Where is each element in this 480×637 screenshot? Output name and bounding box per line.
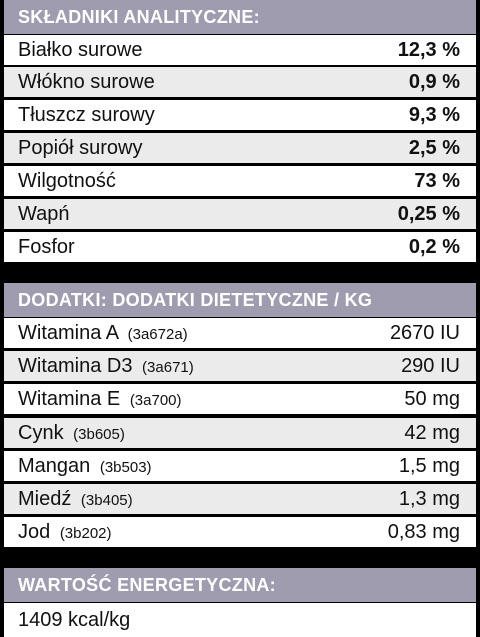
row-value: 50 mg: [404, 387, 460, 410]
row-value: 73 %: [414, 169, 460, 192]
row-value: 12,3 %: [397, 38, 460, 61]
row-value: 0,25 %: [397, 202, 460, 225]
row-value: 1,3 mg: [398, 487, 460, 510]
row-value: 2,5 %: [408, 136, 460, 159]
row-code: (3a671): [142, 358, 194, 376]
table-row: Tłuszcz surowy 9,3 %: [4, 100, 476, 130]
table-row: Jod (3b202) 0,83 mg: [4, 517, 476, 547]
row-code: (3b605): [73, 425, 125, 443]
table-row: Witamina D3 (3a671) 290 IU: [4, 351, 476, 381]
row-code: (3a700): [129, 391, 182, 409]
row-name: Jod: [18, 520, 51, 543]
energy-header: WARTOŚĆ ENERGETYCZNA:: [4, 568, 476, 602]
row-name: Miedź: [18, 487, 72, 510]
row-name: Wapń: [18, 202, 70, 225]
row-code: (3a672a): [127, 325, 188, 343]
table-row: Witamina A (3a672a) 2670 IU: [4, 318, 476, 348]
row-name: Witamina E: [18, 387, 121, 410]
row-value: 42 mg: [404, 421, 460, 444]
table-row: Białko surowe 12,3 %: [4, 35, 476, 65]
row-name-group: Mangan (3b503): [18, 455, 152, 478]
table-row: Wapń 0,25 %: [4, 199, 476, 229]
row-name: Witamina D3: [18, 354, 133, 377]
row-name: Włókno surowe: [18, 70, 155, 93]
row-name: Cynk: [18, 421, 64, 444]
row-value: 9,3 %: [408, 103, 460, 126]
row-name-group: Cynk (3b605): [18, 422, 125, 445]
row-name: Wilgotność: [18, 169, 116, 192]
row-name: Mangan: [18, 454, 91, 477]
row-value: 0,83 mg: [387, 520, 460, 543]
table-row: Witamina E (3a700) 50 mg: [4, 384, 476, 414]
row-name-group: Miedź (3b405): [18, 488, 133, 511]
row-value: 0,2 %: [408, 235, 460, 258]
table-row: Mangan (3b503) 1,5 mg: [4, 451, 476, 481]
energy-value: 1409 kcal/kg: [4, 603, 476, 637]
additives-header: DODATKI: DODATKI DIETETYCZNE / KG: [4, 283, 476, 317]
row-name: Fosfor: [18, 235, 75, 258]
row-name: Tłuszcz surowy: [18, 103, 155, 126]
row-value: 1,5 mg: [398, 454, 460, 477]
row-name: Białko surowe: [18, 38, 143, 61]
row-name: Witamina A: [18, 321, 119, 344]
row-value: 0,9 %: [408, 70, 460, 93]
row-value: 290 IU: [401, 354, 460, 377]
table-row: Cynk (3b605) 42 mg: [4, 418, 476, 448]
table-row: Miedź (3b405) 1,3 mg: [4, 484, 476, 514]
table-row: Popiół surowy 2,5 %: [4, 133, 476, 163]
row-name-group: Witamina E (3a700): [18, 388, 182, 411]
row-name-group: Jod (3b202): [18, 521, 112, 544]
row-name-group: Witamina A (3a672a): [18, 322, 188, 345]
row-code: (3b503): [99, 458, 152, 476]
row-code: (3b202): [59, 524, 112, 542]
row-name-group: Witamina D3 (3a671): [18, 355, 194, 378]
table-row: Wilgotność 73 %: [4, 166, 476, 196]
analytical-header: SKŁADNIKI ANALITYCZNE:: [4, 0, 476, 34]
table-row: Fosfor 0,2 %: [4, 232, 476, 262]
table-row: Włókno surowe 0,9 %: [4, 67, 476, 97]
row-code: (3b405): [80, 491, 133, 509]
row-name: Popiół surowy: [18, 136, 143, 159]
row-value: 2670 IU: [389, 321, 460, 344]
